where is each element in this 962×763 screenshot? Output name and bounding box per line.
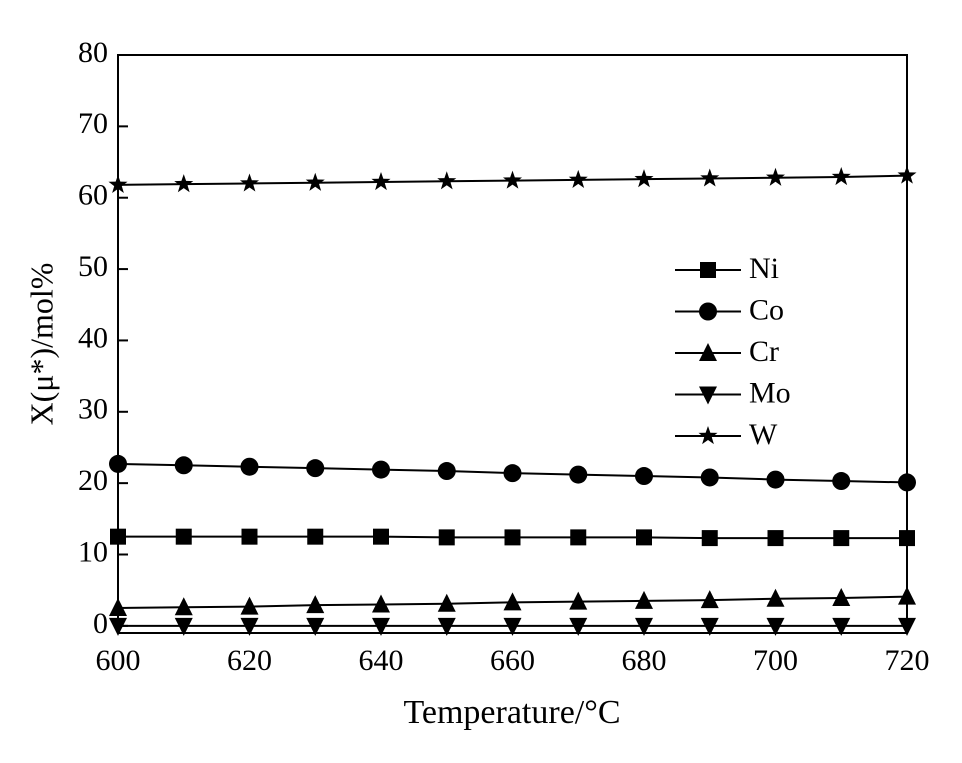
marker xyxy=(634,169,654,188)
marker xyxy=(767,530,784,547)
marker xyxy=(504,529,521,546)
marker xyxy=(635,617,653,636)
marker xyxy=(306,617,325,636)
legend-marker xyxy=(699,302,717,321)
marker xyxy=(373,528,389,545)
marker xyxy=(832,617,851,636)
y-tick-label: 70 xyxy=(78,107,108,140)
marker xyxy=(503,617,522,636)
legend-marker xyxy=(700,262,716,278)
legend-marker xyxy=(699,386,717,405)
marker xyxy=(569,617,588,636)
marker xyxy=(765,167,786,186)
marker xyxy=(897,165,917,184)
y-tick-label: 20 xyxy=(78,464,108,497)
y-tick-label: 60 xyxy=(78,179,108,212)
marker xyxy=(240,457,259,476)
marker xyxy=(437,593,456,612)
marker xyxy=(437,462,456,481)
marker xyxy=(502,170,523,189)
legend-marker xyxy=(699,343,717,361)
marker xyxy=(109,598,127,617)
y-tick-label: 40 xyxy=(78,321,108,354)
legend-label: W xyxy=(749,418,778,451)
marker xyxy=(372,594,390,613)
marker xyxy=(305,172,325,191)
marker xyxy=(832,472,851,491)
x-axis-label: Temperature/°C xyxy=(403,694,620,731)
marker xyxy=(109,617,127,636)
marker xyxy=(174,617,193,636)
marker xyxy=(831,167,851,186)
x-tick-label: 600 xyxy=(96,644,141,677)
x-tick-label: 700 xyxy=(753,644,798,677)
legend-label: Mo xyxy=(749,376,791,409)
x-tick-label: 660 xyxy=(490,644,535,677)
marker xyxy=(832,588,851,607)
x-tick-label: 720 xyxy=(885,644,930,677)
x-tick-label: 640 xyxy=(359,644,404,677)
marker xyxy=(898,617,916,636)
marker xyxy=(570,529,587,546)
marker xyxy=(306,459,325,478)
marker xyxy=(438,529,455,546)
marker xyxy=(241,528,258,545)
marker xyxy=(636,529,652,546)
y-tick-label: 80 xyxy=(78,36,108,69)
marker xyxy=(635,467,653,486)
marker xyxy=(898,586,916,605)
legend-label: Co xyxy=(749,293,784,326)
marker xyxy=(372,617,390,636)
y-tick-label: 30 xyxy=(78,393,108,426)
marker xyxy=(108,174,128,193)
marker xyxy=(766,588,785,607)
marker xyxy=(174,174,194,193)
marker xyxy=(700,590,719,609)
marker xyxy=(307,528,324,545)
marker xyxy=(371,172,391,191)
marker xyxy=(372,460,390,479)
marker xyxy=(766,617,785,636)
marker xyxy=(569,591,588,610)
x-tick-label: 680 xyxy=(622,644,667,677)
marker xyxy=(306,595,325,614)
marker xyxy=(899,530,915,547)
marker xyxy=(240,596,259,615)
x-tick-label: 620 xyxy=(227,644,272,677)
marker xyxy=(569,465,588,484)
marker xyxy=(568,169,588,188)
marker xyxy=(700,617,719,636)
marker xyxy=(700,468,719,487)
y-tick-label: 0 xyxy=(93,607,108,640)
marker xyxy=(766,470,785,489)
marker xyxy=(635,590,653,609)
marker xyxy=(174,456,193,475)
y-tick-label: 10 xyxy=(78,535,108,568)
marker xyxy=(109,454,127,473)
legend-marker xyxy=(698,426,718,445)
marker xyxy=(701,530,718,547)
marker xyxy=(174,597,193,616)
legend-label: Ni xyxy=(749,252,779,285)
marker xyxy=(503,592,522,611)
marker xyxy=(700,168,720,187)
marker xyxy=(503,464,522,483)
y-axis-label: X(μ*)/mol% xyxy=(23,263,59,426)
marker xyxy=(437,617,456,636)
marker xyxy=(175,528,192,545)
y-tick-label: 50 xyxy=(78,250,108,283)
marker xyxy=(110,528,126,545)
plot-frame xyxy=(117,54,908,634)
marker xyxy=(437,171,457,190)
marker xyxy=(833,530,850,547)
legend-label: Cr xyxy=(749,335,779,368)
marker xyxy=(240,617,259,636)
marker xyxy=(239,173,260,192)
marker xyxy=(898,473,916,492)
